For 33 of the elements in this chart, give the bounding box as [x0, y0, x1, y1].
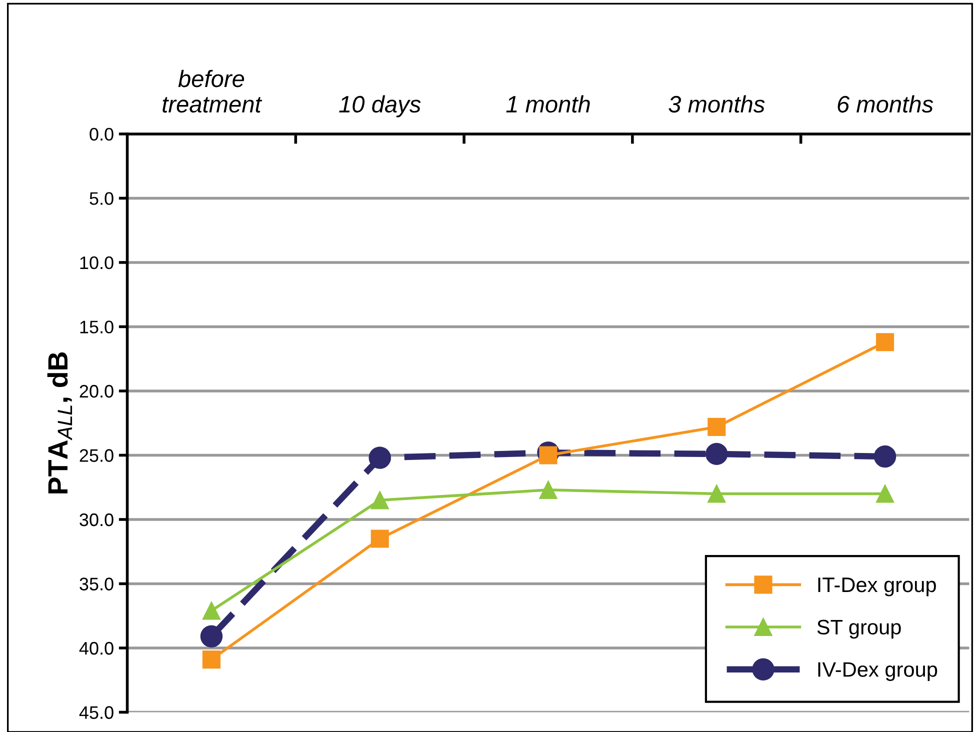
y-axis-title: PTA$_{ALL}$, dB [47, 352, 72, 494]
point [370, 530, 389, 548]
y-tick-label: 45.0 [79, 706, 114, 719]
point [202, 650, 220, 669]
point [370, 491, 389, 510]
legend-label: IT-Dex group [818, 578, 936, 596]
y-tick-label: 20.0 [80, 384, 114, 398]
legend-label: ST group [817, 620, 901, 639]
x-tick-label: 1 month [506, 95, 590, 113]
point [539, 446, 558, 464]
point [874, 445, 896, 468]
y-tick-label: 25.0 [80, 449, 114, 462]
y-tick-label: 40.0 [79, 642, 114, 655]
x-tick-label: 10 days [339, 95, 421, 118]
y-tick-label: 0.0 [90, 128, 114, 141]
y-tick-label: 35.0 [80, 578, 114, 590]
point [706, 442, 728, 466]
y-tick-label: 5.0 [90, 192, 114, 205]
point [876, 333, 894, 352]
point [368, 446, 391, 469]
point [200, 625, 223, 648]
x-tick-label: 3 months [668, 95, 765, 113]
point [708, 484, 726, 503]
y-tick-label: 10.0 [80, 256, 114, 270]
x-tick-label: before treatment [162, 70, 262, 113]
point [708, 418, 726, 436]
point [876, 484, 894, 503]
point [202, 602, 220, 620]
point [539, 480, 558, 499]
x-tick-label: 6 months [838, 95, 934, 113]
y-tick-label: 30.0 [80, 513, 114, 526]
legend-label: IV-Dex group [818, 662, 938, 681]
y-tick-label: 15.0 [80, 320, 114, 334]
